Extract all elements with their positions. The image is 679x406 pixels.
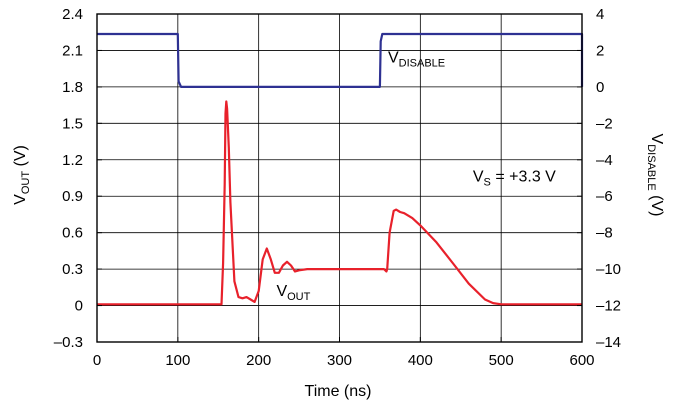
annotation-subscript: DISABLE (399, 58, 445, 70)
annotation-main: V (276, 283, 287, 300)
ticks (96, 13, 583, 343)
y2-tick-label: 4 (596, 6, 604, 23)
y-tick-label: 1.2 (62, 152, 83, 169)
annotation-disable: VDISABLE (388, 50, 445, 70)
y-tick-label: 0 (75, 298, 83, 315)
y-tick-label: 2.4 (62, 6, 83, 23)
annotation-main: V (388, 50, 399, 67)
y-tick-label: –0.3 (54, 334, 83, 351)
y2-tick-label: –12 (596, 298, 621, 315)
x-tick-label: 0 (93, 352, 101, 369)
x-tick-label: 600 (569, 352, 594, 369)
x-tick-label: 500 (489, 352, 514, 369)
y-tick-label: 1.8 (62, 79, 83, 96)
annotation-subscript: S (484, 177, 491, 189)
y2-tick-label: –4 (596, 152, 613, 169)
y-tick-label: 1.5 (62, 115, 83, 132)
series-line-out (97, 100, 582, 306)
y-tick-label: 0.9 (62, 188, 83, 205)
y2-tick-label: 0 (596, 79, 604, 96)
annotation-subscript: OUT (287, 291, 311, 303)
y2-tick-label: –6 (596, 188, 613, 205)
series-layer (97, 32, 584, 306)
y2-tick-label: –10 (596, 261, 621, 278)
annotation-s: VS = +3.3 V (473, 169, 556, 189)
annotation-text: = +3.3 V (491, 169, 556, 186)
grid (97, 14, 582, 342)
y2-tick-label: –2 (596, 115, 613, 132)
x-axis-title: Time (ns) (305, 383, 372, 400)
y-axis-title: VOUT (V) (12, 145, 32, 205)
x-tick-label: 200 (246, 352, 271, 369)
y2-tick-label: –14 (596, 334, 621, 351)
y-tick-label: 0.6 (62, 225, 83, 242)
y2-tick-label: –8 (596, 225, 613, 242)
x-tick-label: 400 (408, 352, 433, 369)
y-tick-label: 0.3 (62, 261, 83, 278)
annotation-main: V (473, 169, 484, 186)
x-tick-label: 300 (327, 352, 352, 369)
y2-axis-title: VDISABLE (V) (645, 134, 665, 217)
series-line-disable (97, 32, 584, 89)
tick-labels: 0 100 200 300 400 500 600 –0.3 0 0.3 0.6 0.9 1.2 1.5 1… (54, 6, 621, 369)
y2-tick-label: 2 (596, 42, 604, 59)
x-tick-label: 100 (165, 352, 190, 369)
y-tick-label: 2.1 (62, 42, 83, 59)
annotation-out: VOUT (276, 283, 310, 303)
